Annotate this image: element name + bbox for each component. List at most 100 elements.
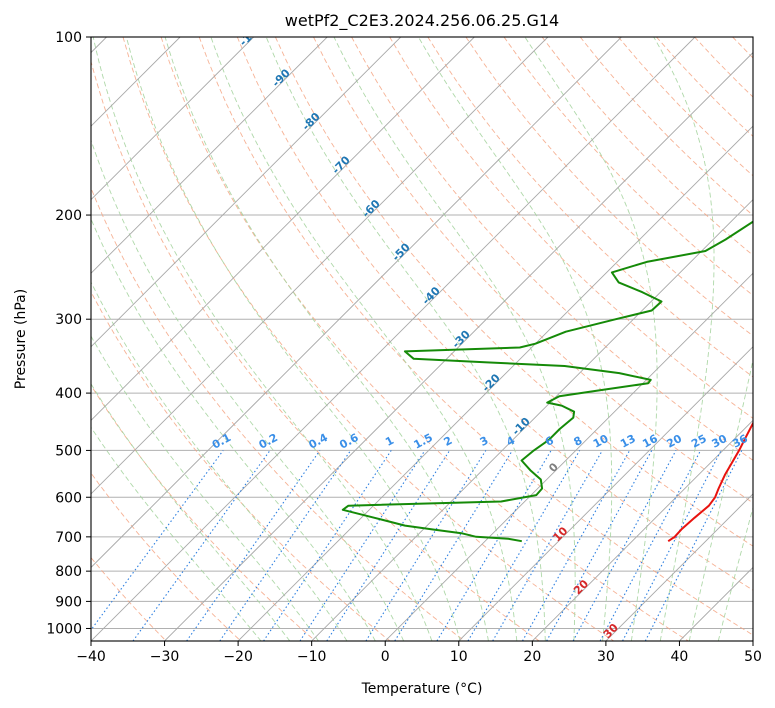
mixing-ratio-line <box>326 450 451 641</box>
y-tick-label: 1000 <box>46 621 82 637</box>
y-tick-label: 900 <box>55 594 82 610</box>
dry-adiabat-line <box>122 37 614 641</box>
dry-adiabat-line <box>389 37 753 419</box>
profile-line <box>341 220 753 543</box>
moist-adiabat-line <box>688 357 753 641</box>
moist-adiabat-line <box>92 37 433 641</box>
plot-area: -100-90-80-70-60-50-40-30-20-10010203040… <box>91 20 753 641</box>
moist-adiabat-line <box>210 37 518 641</box>
isotherm-line <box>384 272 753 641</box>
dry-adiabat-line <box>313 37 753 504</box>
moist-adiabat-line <box>717 506 753 641</box>
mixing-ratio-line <box>572 450 677 641</box>
mixing-ratio-line <box>186 450 321 641</box>
moist-adiabat-line <box>418 37 613 641</box>
x-tick-label: −10 <box>297 649 327 665</box>
moist-adiabat-line <box>524 37 658 641</box>
y-tick-label: 700 <box>55 530 82 546</box>
y-axis-ticks: 100 200 300 400 500 600 700 800 900 1000 <box>46 30 91 637</box>
dry-adiabat-line <box>91 60 540 641</box>
dry-adiabat-line <box>351 37 753 461</box>
moist-adiabat-line <box>164 37 489 641</box>
x-tick-label: 40 <box>671 649 689 665</box>
x-tick-label: −20 <box>223 649 253 665</box>
x-tick-label: −40 <box>76 649 106 665</box>
mixing-ratio-lines <box>91 450 743 641</box>
plot-frame <box>90 36 754 642</box>
dry-adiabat-line <box>91 187 465 641</box>
mixing-ratio-label: 25 <box>689 432 709 451</box>
dry-adiabat-line <box>91 384 316 641</box>
moist-adiabat-line <box>653 37 715 641</box>
dry-adiabat-line <box>91 290 391 641</box>
y-tick-label: 600 <box>55 490 82 506</box>
mixing-ratio-label: 10 <box>591 432 611 451</box>
isotherm-line <box>532 419 753 641</box>
y-tick-label: 500 <box>55 443 82 459</box>
moist-adiabat-line <box>91 426 262 641</box>
skewed-isotherms <box>91 37 753 641</box>
x-axis-ticks: −40 −30 −20 −10 0 10 20 30 40 50 <box>76 641 762 665</box>
moist-adiabat-line <box>91 281 348 641</box>
x-tick-label: 10 <box>450 649 468 665</box>
isotherm-line <box>91 37 402 348</box>
mixing-ratio-line <box>436 450 552 641</box>
isotherm-line <box>91 37 549 495</box>
profile-line <box>667 421 753 543</box>
mixing-ratio-line <box>365 450 487 641</box>
dry-adiabat-line <box>91 472 242 641</box>
chart-title: wetPf2_C2E3.2024.256.06.25.G14 <box>285 11 559 31</box>
y-axis-label: Pressure (hPa) <box>13 289 29 389</box>
sounding-profiles <box>341 220 753 543</box>
x-tick-label: 20 <box>523 649 541 665</box>
moist-adiabat-line <box>125 37 461 641</box>
x-tick-label: 50 <box>744 649 762 665</box>
mixing-ratio-label: 20 <box>664 432 684 451</box>
moist-adiabat-line <box>91 217 376 641</box>
dry-adiabat-line <box>503 37 753 296</box>
mixing-ratio-line <box>394 450 513 641</box>
isotherm-line <box>91 37 696 641</box>
mixing-ratio-label: 30 <box>710 432 730 451</box>
x-tick-label: 0 <box>381 649 390 665</box>
x-tick-label: 30 <box>597 649 615 665</box>
isotherm-line <box>91 37 475 421</box>
isotherm-label: -100 <box>237 20 266 49</box>
moist-adiabat-line <box>265 37 546 641</box>
dry-adiabat-line <box>236 37 753 591</box>
dry-adiabat-line <box>274 37 753 547</box>
moist-adiabat-line <box>91 138 405 641</box>
moist-adiabat-line <box>91 335 319 641</box>
isotherm-line <box>605 493 753 641</box>
moist-adiabat-line <box>91 383 291 641</box>
mixing-ratio-line <box>467 450 581 641</box>
x-axis-label: Temperature (°C) <box>361 681 483 697</box>
y-tick-label: 400 <box>55 386 82 402</box>
dry-adiabat-line <box>427 37 753 378</box>
pressure-gridlines <box>91 37 753 629</box>
isotherm-line <box>237 125 753 641</box>
mixing-ratio-label: 36 <box>730 432 750 451</box>
isotherm-line <box>91 37 622 569</box>
mixing-ratio-line <box>492 450 603 641</box>
dry-adiabat-line <box>465 37 753 337</box>
isotherm-line <box>164 51 753 641</box>
isotherm-line <box>91 37 254 201</box>
y-tick-label: 800 <box>55 564 82 580</box>
y-tick-label: 100 <box>55 30 82 46</box>
mixing-ratio-label: 13 <box>618 432 638 451</box>
y-tick-label: 200 <box>55 208 82 224</box>
x-tick-label: −30 <box>150 649 180 665</box>
y-tick-label: 300 <box>55 312 82 328</box>
moist-adiabats <box>91 37 753 641</box>
mixing-ratio-line <box>546 450 653 641</box>
isotherm-line <box>458 346 753 641</box>
mixing-ratio-line <box>91 450 224 631</box>
isotherm-line <box>91 37 328 274</box>
mixing-ratio-line <box>132 450 271 641</box>
isotherm-line <box>311 199 753 641</box>
moist-adiabat-line <box>333 37 576 641</box>
mixing-ratio-line <box>219 450 352 641</box>
